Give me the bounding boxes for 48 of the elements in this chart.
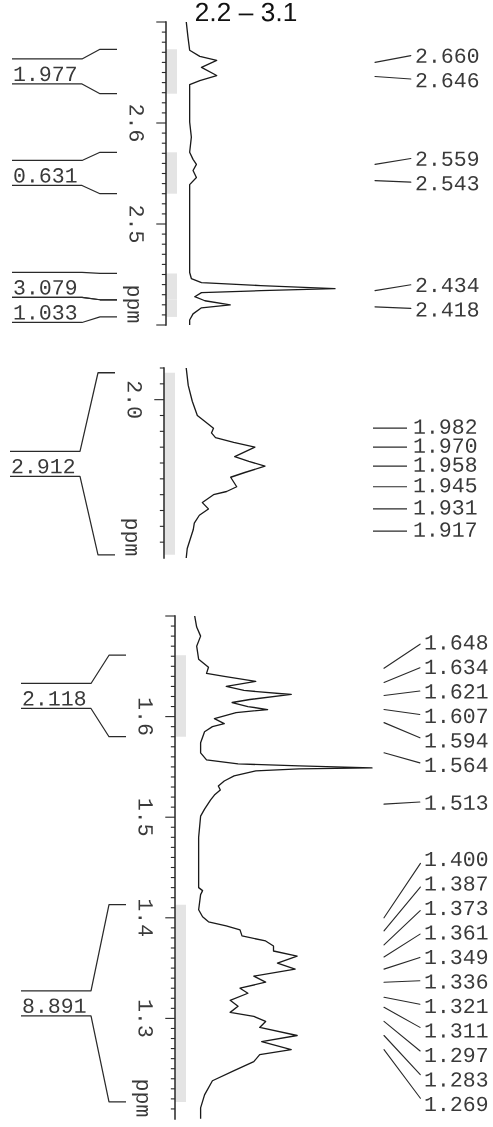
text: 2.646: [416, 72, 479, 88]
text: 1.513: [425, 795, 488, 810]
text: 1.387: [425, 876, 487, 891]
text: 1.977: [14, 66, 76, 82]
text: 1.564: [425, 757, 488, 773]
text: 1.594: [425, 733, 488, 748]
y-axis-title: ppm: [131, 1080, 149, 1117]
text: 1.648: [425, 635, 488, 650]
text: 1.297: [425, 1047, 487, 1063]
y-tick-label: 1.6: [138, 698, 153, 735]
text: 3.079: [14, 280, 77, 295]
y-tick-label: 1.945: [414, 477, 477, 493]
text: 2.0: [127, 381, 142, 418]
y-axis-title: ppm: [122, 286, 140, 323]
y-tick-label: 2.5: [129, 206, 144, 243]
y-tick-label: 1.3: [138, 1000, 153, 1037]
text: 1.269: [425, 1096, 488, 1112]
y-tick-label: 1.958: [414, 457, 477, 472]
text: 1.607: [425, 708, 487, 724]
text: 1.621: [425, 684, 488, 699]
text: 2.434: [416, 277, 479, 293]
text: 1.373: [425, 900, 488, 916]
y-tick-label: 1.931: [414, 500, 477, 515]
chart-title: 2.2 – 3.1: [195, 2, 297, 22]
text: 1.283: [425, 1072, 488, 1087]
text: 0.631: [14, 168, 77, 183]
y-axis-title: ppm: [120, 519, 138, 556]
y-tick-label: 1.4: [138, 899, 153, 937]
text: 1.400: [425, 851, 488, 867]
text: 2.660: [416, 48, 479, 63]
y-tick-label: 2.6: [129, 105, 144, 141]
text: 2.543: [416, 175, 479, 191]
text: 1.634: [425, 659, 488, 675]
y-tick-label: 1.970: [414, 438, 477, 453]
text: 8.891: [23, 998, 86, 1014]
text: 1.321: [425, 998, 488, 1014]
text: 1.033: [14, 305, 77, 320]
text: 1.336: [425, 974, 488, 989]
text: 1.349: [425, 949, 488, 965]
y-tick-label: 1.982: [414, 419, 477, 434]
text: 1.311: [425, 1023, 488, 1038]
y-tick-label: 1.5: [138, 799, 153, 836]
text: 2.418: [416, 302, 479, 317]
text: 2.912: [12, 458, 75, 474]
text: 1.361: [425, 925, 488, 940]
text: 2.118: [23, 691, 86, 706]
y-tick-label: 1.917: [414, 522, 476, 537]
text: 2.559: [416, 151, 479, 167]
